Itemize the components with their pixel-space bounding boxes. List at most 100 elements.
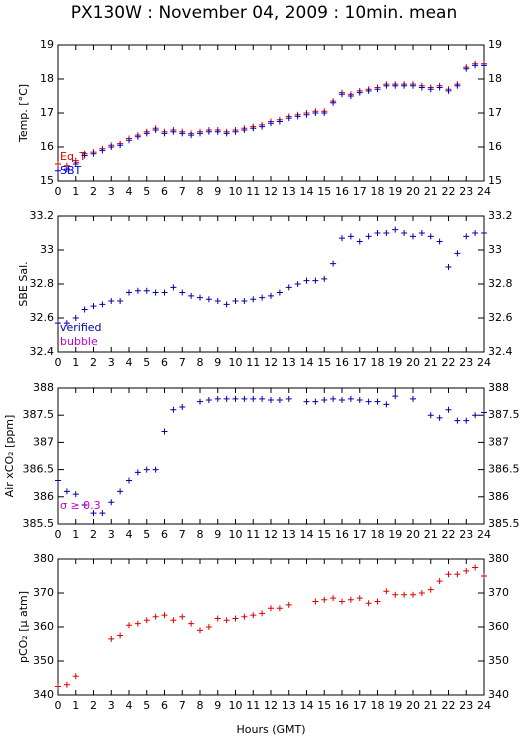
data-point — [276, 289, 283, 296]
data-point — [143, 617, 150, 624]
data-point — [197, 398, 203, 405]
data-point — [205, 396, 212, 403]
data-point — [454, 571, 461, 578]
plot-frame — [57, 44, 485, 182]
data-point — [294, 113, 301, 120]
data-point — [259, 610, 266, 617]
data-point — [126, 289, 132, 296]
data-point — [339, 396, 345, 403]
plot-frame — [57, 215, 485, 353]
data-point — [445, 406, 452, 413]
y-tick-label: 19 — [40, 38, 54, 51]
x-tick-label: 0 — [55, 356, 62, 369]
y-tick-label: 386 — [488, 490, 509, 503]
annotation: σ ≥ 0.3 — [60, 499, 101, 512]
data-point — [232, 298, 239, 304]
data-point — [339, 91, 345, 98]
y-tick-label: 19 — [488, 38, 502, 51]
x-tick-label: 18 — [371, 528, 385, 541]
y-tick-label: 380 — [488, 552, 509, 565]
x-tick-label: 16 — [335, 528, 349, 541]
x-tick-label: 2 — [90, 185, 97, 198]
x-tick-label: 0 — [55, 528, 62, 541]
data-point — [126, 622, 132, 629]
x-tick-label: 5 — [143, 528, 150, 541]
data-point — [472, 62, 479, 69]
data-point — [445, 571, 452, 578]
data-point — [90, 510, 97, 517]
y-tick-label: 388 — [488, 381, 509, 394]
legend-label: verified — [60, 321, 102, 334]
data-point — [365, 600, 372, 607]
data-point — [330, 99, 337, 106]
data-point — [347, 596, 354, 603]
data-point — [276, 396, 283, 403]
data-point — [481, 230, 487, 236]
data-point — [99, 510, 106, 517]
x-tick-label: 1 — [72, 356, 79, 369]
y-axis-label: Temp. [°C] — [17, 84, 30, 143]
data-point — [427, 412, 434, 419]
data-point — [321, 275, 328, 282]
data-point — [134, 287, 141, 294]
data-point — [108, 298, 115, 304]
data-point — [303, 277, 310, 284]
data-point — [72, 491, 79, 498]
y-tick-label: 32.6 — [30, 311, 55, 324]
x-tick-label: 1 — [72, 528, 79, 541]
x-tick-label: 19 — [388, 356, 402, 369]
data-point — [401, 230, 408, 236]
data-point — [188, 620, 195, 627]
data-point — [436, 578, 443, 585]
y-tick-label: 15 — [40, 174, 54, 187]
x-tick-label: 10 — [229, 185, 243, 198]
data-point — [214, 615, 221, 622]
x-tick-label: 22 — [442, 356, 456, 369]
data-point — [330, 595, 337, 602]
y-tick-label: 16 — [488, 140, 502, 153]
y-tick-label: 388 — [33, 381, 54, 394]
data-point — [250, 612, 257, 619]
x-tick-label: 11 — [246, 356, 260, 369]
x-tick-label: 5 — [143, 356, 150, 369]
data-point — [312, 277, 319, 284]
data-point — [285, 395, 292, 402]
data-point — [454, 417, 461, 424]
x-tick-label: 4 — [126, 185, 133, 198]
data-point — [365, 398, 372, 405]
x-tick-label: 11 — [246, 528, 260, 541]
data-point — [347, 93, 354, 99]
data-point — [170, 128, 177, 135]
x-tick-label: 7 — [179, 699, 186, 712]
x-tick-label: 2 — [90, 699, 97, 712]
data-point — [303, 398, 310, 405]
data-point — [81, 501, 88, 508]
x-tick-label: 9 — [214, 528, 221, 541]
data-point — [268, 292, 274, 299]
data-point — [463, 567, 470, 574]
data-point — [418, 230, 425, 236]
data-point — [143, 130, 150, 137]
x-tick-label: 7 — [179, 356, 186, 369]
data-point — [63, 488, 70, 495]
legend-label: bubble — [60, 335, 98, 348]
data-point — [259, 123, 266, 130]
y-tick-label: 350 — [33, 654, 54, 667]
x-tick-label: 0 — [55, 185, 62, 198]
x-tick-label: 20 — [406, 356, 420, 369]
y-tick-label: 32.6 — [488, 311, 513, 324]
data-point — [197, 294, 203, 301]
data-point — [205, 624, 212, 630]
x-tick-label: 21 — [424, 699, 438, 712]
x-tick-label: 20 — [406, 528, 420, 541]
data-point — [214, 395, 221, 402]
chart-title: PX130W : November 04, 2009 : 10min. mean — [71, 3, 457, 23]
data-point — [72, 161, 79, 167]
data-point — [188, 132, 195, 139]
data-point — [418, 84, 425, 91]
x-tick-label: 7 — [179, 185, 186, 198]
data-point — [383, 401, 390, 408]
y-tick-label: 33 — [40, 243, 54, 256]
x-tick-label: 15 — [317, 356, 331, 369]
x-tick-label: 9 — [214, 699, 221, 712]
